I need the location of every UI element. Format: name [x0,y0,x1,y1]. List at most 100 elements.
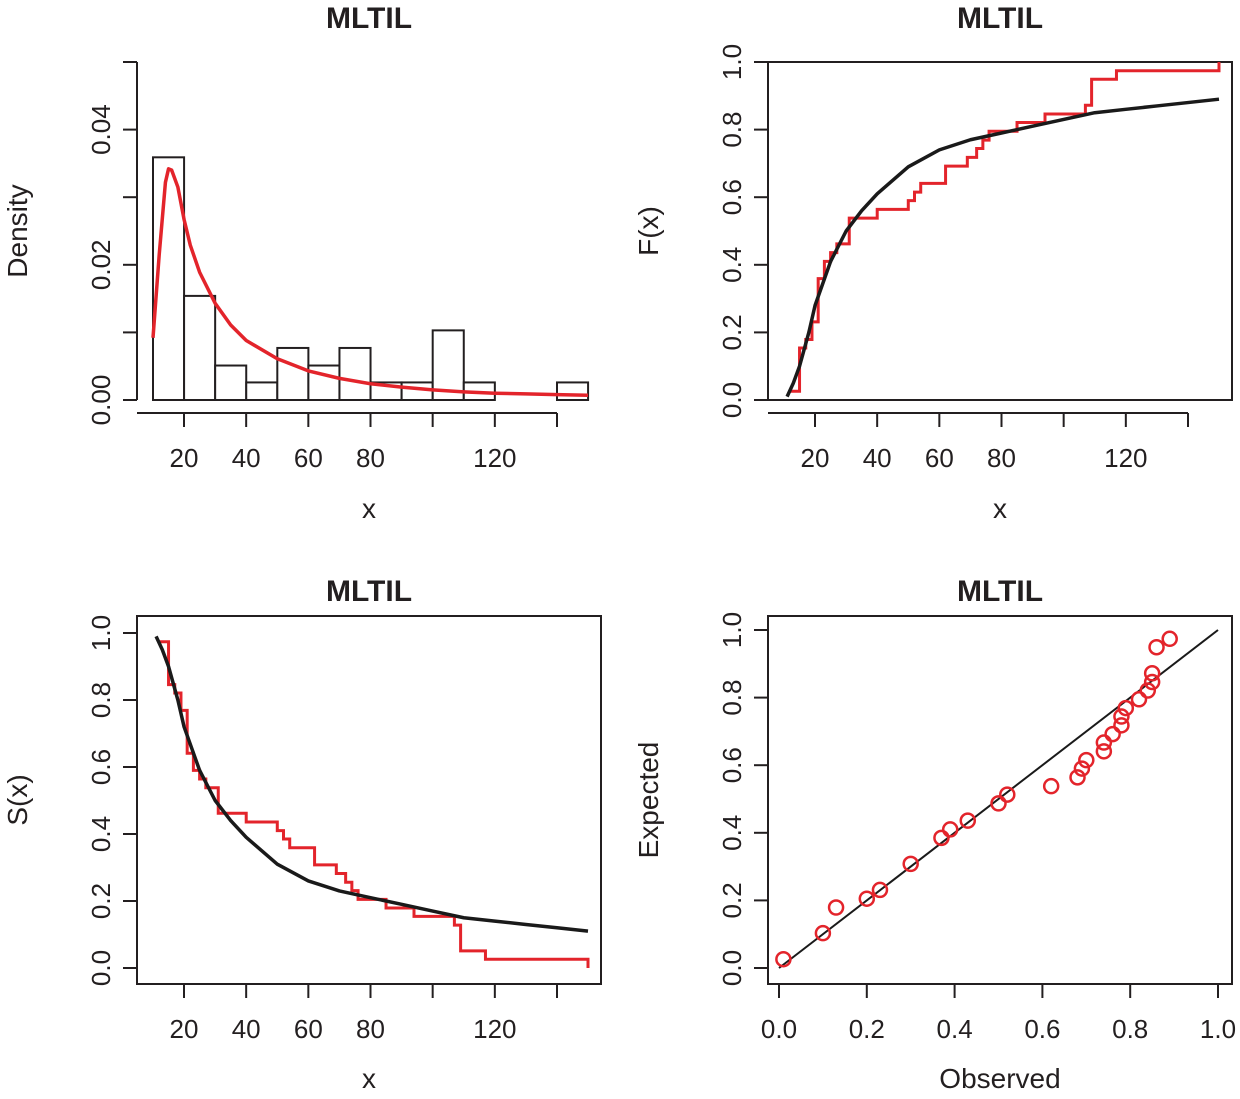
qq-point [1148,638,1165,656]
cdf-ylabel: F(x) [633,206,664,256]
qq-point [999,786,1016,803]
cdf-y-tick-label: 0.8 [717,112,747,148]
histogram-x-tick-label: 20 [170,443,199,473]
qq-point [1139,682,1157,699]
qq-xlabel: Observed [939,1063,1060,1094]
histogram-x-tick-label: 60 [294,443,323,473]
qq-x-tick-label: 1.0 [1200,1014,1236,1044]
qq-y-tick-label: 0.6 [717,747,747,783]
survival-ylabel: S(x) [2,774,33,825]
cdf-x-tick-label: 120 [1104,443,1147,473]
survival-y-tick-label: 0.8 [86,682,116,718]
qq-x-tick-label: 0.2 [849,1014,885,1044]
fitted-density-curve [151,167,589,398]
histogram-bar [214,364,248,401]
qq-point [1095,734,1113,751]
qq-point [1113,717,1130,734]
cdf-x-tick-label: 40 [863,443,892,473]
cdf-y-tick-label: 0.6 [717,179,747,215]
qq-point [827,899,845,916]
qq-point [990,795,1007,812]
histogram-bar [276,346,310,401]
qq-point [1143,673,1161,691]
survival-title: MLTIL [326,575,412,608]
survival-y-tick-label: 0.2 [86,883,116,919]
cdf-title: MLTIL [957,2,1043,35]
histogram-bar [338,346,372,401]
survival-y-tick-label: 0.0 [86,950,116,986]
histogram-bar [245,381,279,402]
qq-title: MLTIL [957,575,1043,608]
histogram-bar [400,381,434,402]
fitted-survival-curve [154,635,589,933]
histogram-y-tick-label: 0.04 [86,104,116,155]
qq-y-tick-label: 0.0 [717,950,747,986]
qq-point [1104,725,1121,743]
histogram-xlabel: x [362,493,376,524]
survival-x-tick-label: 20 [170,1014,199,1044]
survival-y-tick-label: 0.4 [86,816,116,852]
qq-point [1073,760,1091,777]
qq-point [941,821,959,838]
qq-point [1143,665,1161,682]
qq-point [1161,630,1178,648]
qq-point [1069,769,1086,786]
reference-line [778,629,1219,969]
survival-y-tick-label: 0.6 [86,749,116,785]
qq-y-tick-label: 0.4 [717,815,747,851]
histogram-bar [556,381,590,402]
histogram-x-tick-label: 80 [356,443,385,473]
cdf-y-tick-label: 0.4 [717,247,747,283]
cdf-y-tick-label: 0.2 [717,314,747,350]
qq-x-tick-label: 0.0 [761,1014,797,1044]
qq-point [902,855,919,873]
cdf-y-tick-label: 0.0 [717,382,747,418]
fitted-cdf-curve [785,97,1220,398]
histogram-y-tick-label: 0.02 [86,239,116,290]
histogram-bar [183,294,217,401]
qq-x-tick-label: 0.6 [1024,1014,1060,1044]
survival-x-tick-label: 80 [356,1014,385,1044]
histogram-y-tick-label: 0.00 [86,375,116,426]
histogram-x-tick-label: 120 [473,443,516,473]
cdf-y-tick-label: 1.0 [717,44,747,80]
survival-xlabel: x [362,1063,376,1094]
survival-x-tick-label: 120 [473,1014,516,1044]
survival-plot-frame [136,615,602,985]
qq-point [775,950,792,968]
qq-point [1078,751,1095,769]
qq-point [814,924,832,942]
qq-point [959,812,977,829]
survival-x-tick-label: 40 [232,1014,261,1044]
cdf-plot-frame [767,61,1233,401]
qq-point [933,829,950,847]
qq-plot-frame [767,615,1233,985]
cdf-x-tick-label: 20 [801,443,830,473]
empirical-cdf-step [790,62,1221,393]
qq-point [1117,699,1135,717]
histogram-title: MLTIL [326,2,412,35]
qq-ylabel: Expected [633,742,664,859]
qq-point [1042,777,1060,795]
qq-point [1113,708,1130,725]
qq-y-tick-label: 0.8 [717,680,747,716]
qq-point [1095,743,1113,760]
empirical-survival-step [159,640,590,968]
qq-y-tick-label: 1.0 [717,612,747,648]
qq-x-tick-label: 0.8 [1112,1014,1148,1044]
survival-y-tick-label: 1.0 [86,615,116,651]
cdf-xlabel: x [993,493,1007,524]
survival-x-tick-label: 60 [294,1014,323,1044]
qq-point [1130,691,1148,708]
cdf-x-tick-label: 60 [925,443,954,473]
histogram-ylabel: Density [2,184,33,277]
cdf-x-tick-label: 80 [987,443,1016,473]
histogram-bar [431,329,465,402]
qq-y-tick-label: 0.2 [717,882,747,918]
qq-point [858,890,876,907]
qq-x-tick-label: 0.4 [937,1014,973,1044]
histogram-x-tick-label: 40 [232,443,261,473]
qq-point [871,881,889,899]
